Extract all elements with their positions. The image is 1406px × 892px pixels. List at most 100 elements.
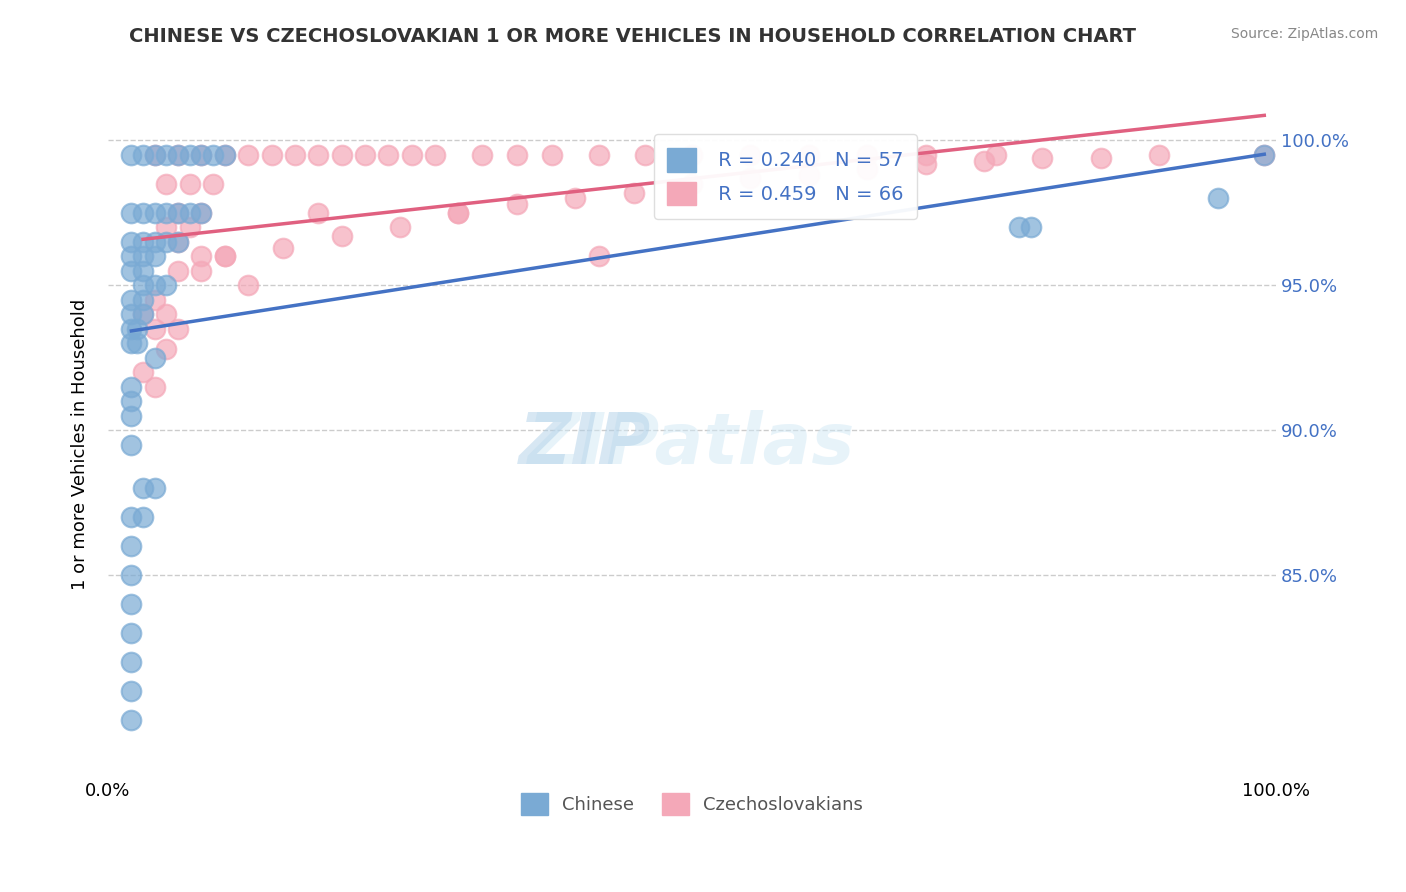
Point bbox=[330, 148, 353, 162]
Point bbox=[540, 148, 562, 162]
Point bbox=[214, 249, 236, 263]
Point bbox=[284, 148, 307, 162]
Point bbox=[564, 191, 586, 205]
Point bbox=[120, 509, 142, 524]
Text: CHINESE VS CZECHOSLOVAKIAN 1 OR MORE VEHICLES IN HOUSEHOLD CORRELATION CHART: CHINESE VS CZECHOSLOVAKIAN 1 OR MORE VEH… bbox=[129, 27, 1136, 45]
Point bbox=[143, 249, 166, 263]
Point bbox=[423, 148, 446, 162]
Point bbox=[797, 168, 820, 182]
Point bbox=[120, 713, 142, 727]
Point bbox=[120, 437, 142, 451]
Point bbox=[1147, 148, 1170, 162]
Point bbox=[155, 278, 177, 293]
Point bbox=[506, 148, 529, 162]
Point bbox=[236, 148, 259, 162]
Point bbox=[214, 148, 236, 162]
Point bbox=[132, 481, 155, 495]
Point bbox=[914, 148, 936, 162]
Point bbox=[471, 148, 494, 162]
Point bbox=[120, 394, 142, 409]
Point bbox=[214, 148, 236, 162]
Point bbox=[132, 293, 155, 307]
Point bbox=[354, 148, 377, 162]
Point bbox=[1090, 151, 1112, 165]
Point bbox=[132, 278, 155, 293]
Point bbox=[143, 293, 166, 307]
Point bbox=[307, 148, 329, 162]
Point bbox=[588, 249, 610, 263]
Point bbox=[167, 148, 190, 162]
Point bbox=[120, 567, 142, 582]
Point bbox=[447, 206, 470, 220]
Point bbox=[214, 249, 236, 263]
Point bbox=[190, 148, 212, 162]
Point bbox=[740, 171, 762, 186]
Point bbox=[271, 241, 294, 255]
Point bbox=[167, 206, 190, 220]
Point bbox=[143, 278, 166, 293]
Point bbox=[127, 321, 149, 335]
Point bbox=[143, 148, 166, 162]
Point bbox=[120, 336, 142, 351]
Point bbox=[797, 148, 820, 162]
Point bbox=[190, 206, 212, 220]
Text: ZIPatlas: ZIPatlas bbox=[529, 410, 856, 479]
Point bbox=[190, 148, 212, 162]
Point bbox=[120, 264, 142, 278]
Point bbox=[120, 307, 142, 321]
Point bbox=[167, 235, 190, 249]
Point bbox=[588, 148, 610, 162]
Point bbox=[740, 148, 762, 162]
Point bbox=[447, 206, 470, 220]
Point bbox=[377, 148, 399, 162]
Point bbox=[856, 148, 879, 162]
Legend: Chinese, Czechoslovakians: Chinese, Czechoslovakians bbox=[513, 785, 870, 822]
Point bbox=[155, 235, 177, 249]
Point bbox=[127, 336, 149, 351]
Point bbox=[143, 321, 166, 335]
Point bbox=[202, 177, 225, 191]
Point bbox=[132, 307, 155, 321]
Point bbox=[236, 278, 259, 293]
Point bbox=[132, 307, 155, 321]
Point bbox=[681, 148, 703, 162]
Point bbox=[143, 206, 166, 220]
Point bbox=[155, 220, 177, 235]
Point bbox=[120, 409, 142, 423]
Point bbox=[143, 379, 166, 393]
Point bbox=[120, 249, 142, 263]
Point bbox=[143, 148, 166, 162]
Point bbox=[167, 206, 190, 220]
Point bbox=[120, 293, 142, 307]
Point bbox=[155, 148, 177, 162]
Point bbox=[143, 481, 166, 495]
Point bbox=[179, 220, 201, 235]
Point bbox=[260, 148, 283, 162]
Y-axis label: 1 or more Vehicles in Household: 1 or more Vehicles in Household bbox=[72, 299, 89, 591]
Point bbox=[634, 148, 657, 162]
Point bbox=[1253, 148, 1275, 162]
Point bbox=[120, 379, 142, 393]
Point bbox=[120, 597, 142, 611]
Point bbox=[681, 177, 703, 191]
Point bbox=[856, 162, 879, 177]
Text: Source: ZipAtlas.com: Source: ZipAtlas.com bbox=[1230, 27, 1378, 41]
Point bbox=[1206, 191, 1229, 205]
Point bbox=[132, 264, 155, 278]
Point bbox=[155, 307, 177, 321]
Point bbox=[120, 148, 142, 162]
Point bbox=[202, 148, 225, 162]
Point bbox=[914, 156, 936, 170]
Point bbox=[167, 235, 190, 249]
Point bbox=[132, 206, 155, 220]
Point bbox=[1031, 151, 1053, 165]
Point bbox=[155, 342, 177, 356]
Point bbox=[179, 206, 201, 220]
Point bbox=[132, 148, 155, 162]
Point bbox=[132, 235, 155, 249]
Point bbox=[155, 177, 177, 191]
Point bbox=[132, 365, 155, 379]
Point bbox=[120, 206, 142, 220]
Point bbox=[167, 264, 190, 278]
Point bbox=[120, 539, 142, 553]
